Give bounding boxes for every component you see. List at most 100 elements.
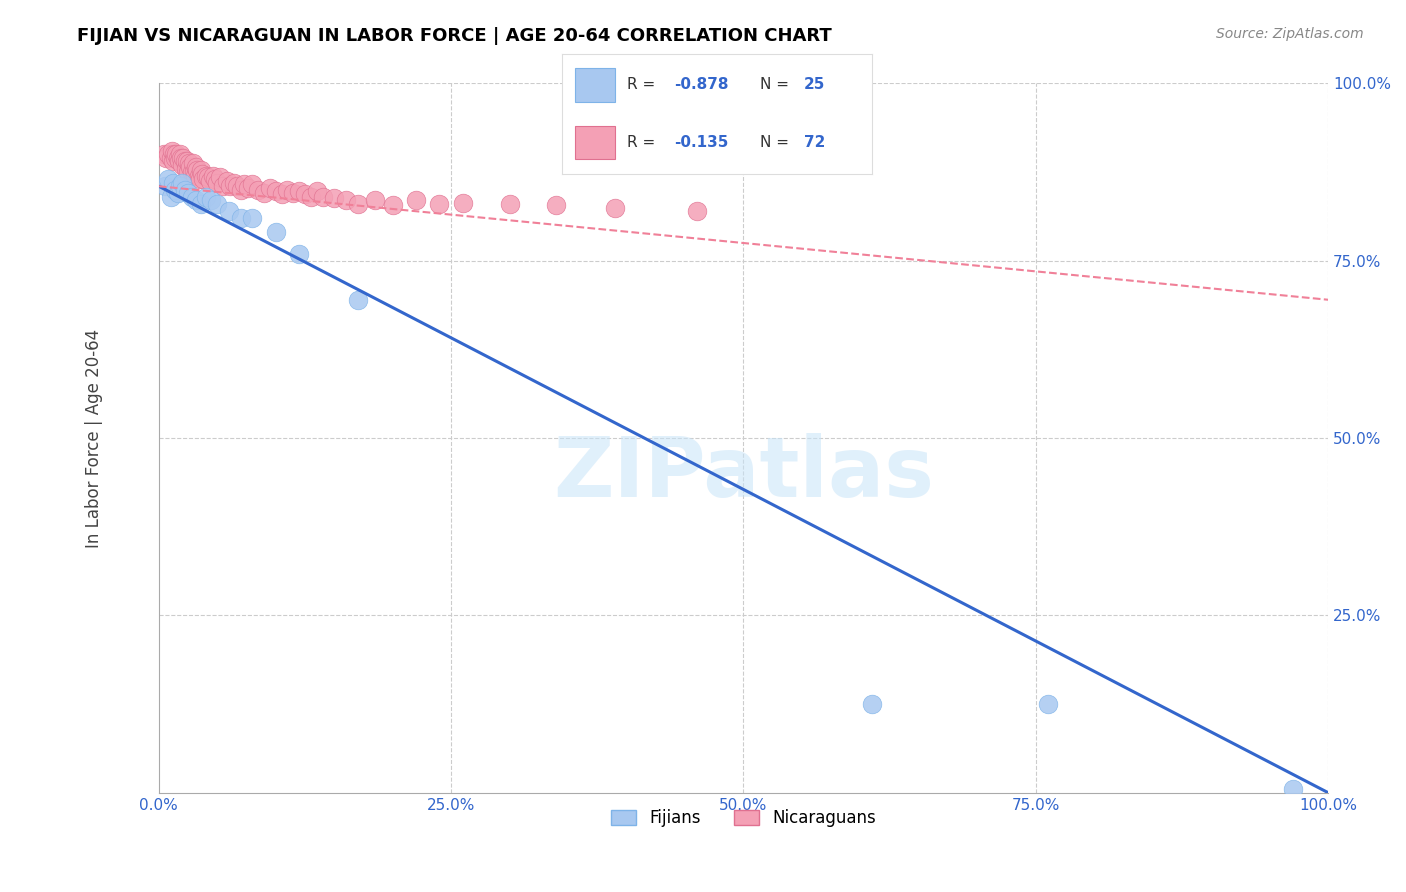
Point xyxy=(172,158,194,172)
Text: -0.878: -0.878 xyxy=(673,77,728,92)
Point xyxy=(207,197,229,211)
Point xyxy=(498,197,520,211)
Point xyxy=(176,154,198,169)
Bar xyxy=(575,126,614,160)
Point xyxy=(187,169,209,183)
Point xyxy=(276,183,298,197)
Point xyxy=(183,165,205,179)
Point xyxy=(603,201,626,215)
Point xyxy=(323,191,346,205)
Point xyxy=(226,179,249,194)
Text: Source: ZipAtlas.com: Source: ZipAtlas.com xyxy=(1216,27,1364,41)
Point xyxy=(264,184,287,198)
Point xyxy=(165,147,187,161)
Point xyxy=(288,184,311,198)
Point xyxy=(162,176,184,190)
Point xyxy=(169,179,191,194)
Point xyxy=(311,190,333,204)
Point xyxy=(179,160,201,174)
Point xyxy=(200,194,222,208)
Point xyxy=(173,183,195,197)
Point xyxy=(222,176,245,190)
Point xyxy=(184,169,207,183)
Point xyxy=(179,156,201,170)
Point xyxy=(163,147,186,161)
Point xyxy=(204,172,226,186)
Point xyxy=(335,194,357,208)
Point xyxy=(165,151,187,165)
Point xyxy=(186,163,208,178)
Point xyxy=(167,154,190,169)
Text: 25: 25 xyxy=(804,77,825,92)
Point xyxy=(253,186,276,201)
Point xyxy=(219,179,242,194)
Point xyxy=(346,293,368,307)
Point xyxy=(177,165,200,179)
Point xyxy=(191,167,214,181)
Point xyxy=(197,169,219,184)
Point xyxy=(236,181,259,195)
Point xyxy=(381,198,404,212)
Text: ZIPatlas: ZIPatlas xyxy=(553,433,934,514)
Text: N =: N = xyxy=(761,135,794,150)
Point xyxy=(1036,697,1059,711)
Point xyxy=(346,197,368,211)
Legend: Fijians, Nicaraguans: Fijians, Nicaraguans xyxy=(605,803,883,834)
Point xyxy=(165,183,187,197)
Point xyxy=(264,226,287,240)
Point xyxy=(157,147,180,161)
Point xyxy=(155,151,177,165)
Point xyxy=(159,190,181,204)
Point xyxy=(180,165,202,179)
Point xyxy=(190,163,212,178)
Text: N =: N = xyxy=(761,77,794,92)
Point xyxy=(229,183,252,197)
Point xyxy=(233,177,256,191)
Point xyxy=(186,194,208,208)
Point xyxy=(193,172,215,186)
Point xyxy=(194,190,217,204)
Point xyxy=(288,246,311,260)
Point xyxy=(270,187,292,202)
Point xyxy=(172,151,194,165)
Point xyxy=(200,174,222,188)
Point xyxy=(860,697,883,711)
Point xyxy=(229,211,252,226)
Point xyxy=(283,186,305,201)
Point xyxy=(190,197,212,211)
Point xyxy=(546,198,568,212)
Text: -0.135: -0.135 xyxy=(673,135,728,150)
Point xyxy=(162,154,184,169)
Point xyxy=(429,197,451,211)
Point xyxy=(294,187,316,202)
Point xyxy=(218,204,240,219)
Point xyxy=(299,190,322,204)
Point xyxy=(451,195,474,210)
Point xyxy=(1282,782,1305,797)
Point xyxy=(247,183,270,197)
Point xyxy=(242,177,264,191)
Point xyxy=(194,169,217,183)
Point xyxy=(364,194,387,208)
Bar xyxy=(575,68,614,102)
Point xyxy=(305,184,328,198)
Point xyxy=(173,154,195,169)
Point xyxy=(201,169,224,183)
Point xyxy=(259,181,281,195)
Point xyxy=(169,147,191,161)
Point xyxy=(208,169,231,184)
Text: FIJIAN VS NICARAGUAN IN LABOR FORCE | AGE 20-64 CORRELATION CHART: FIJIAN VS NICARAGUAN IN LABOR FORCE | AG… xyxy=(77,27,832,45)
Point xyxy=(172,176,194,190)
Point xyxy=(170,151,193,165)
Point xyxy=(166,186,188,201)
Point xyxy=(686,204,709,219)
Point xyxy=(160,144,183,158)
Point xyxy=(180,190,202,204)
Text: R =: R = xyxy=(627,135,661,150)
Point xyxy=(181,156,204,170)
Point xyxy=(174,161,197,176)
Point xyxy=(215,174,238,188)
Text: R =: R = xyxy=(627,77,661,92)
Point xyxy=(188,172,211,186)
Text: 72: 72 xyxy=(804,135,825,150)
